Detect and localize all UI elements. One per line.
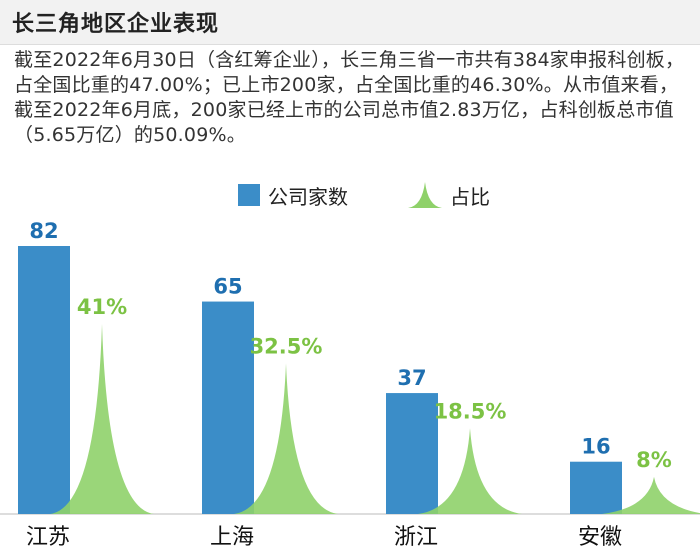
legend: 公司家数 占比 bbox=[238, 180, 490, 210]
company-count-bar bbox=[386, 393, 438, 514]
category-label: 江苏 bbox=[26, 525, 70, 550]
chart-title: 长三角地区企业表现 bbox=[12, 12, 220, 37]
legend-peak-swatch bbox=[408, 182, 442, 208]
company-count-label: 37 bbox=[397, 366, 426, 390]
category-label: 浙江 bbox=[394, 525, 438, 550]
company-count-bar bbox=[18, 246, 70, 514]
category-label: 安徽 bbox=[578, 525, 622, 550]
company-count-label: 65 bbox=[213, 275, 242, 299]
legend-bar-swatch bbox=[238, 184, 260, 206]
legend-share-label: 占比 bbox=[450, 184, 490, 209]
category-label: 上海 bbox=[210, 525, 254, 550]
title-bar: 长三角地区企业表现 bbox=[0, 0, 700, 45]
company-count-bar bbox=[570, 461, 622, 514]
share-label: 8% bbox=[636, 448, 672, 472]
share-peak bbox=[50, 324, 154, 514]
share-peak bbox=[602, 476, 700, 514]
company-count-label: 82 bbox=[29, 219, 58, 243]
company-count-label: 16 bbox=[581, 435, 610, 459]
legend-companies-label: 公司家数 bbox=[268, 184, 348, 209]
company-count-bar bbox=[202, 301, 254, 514]
share-label: 32.5% bbox=[250, 334, 323, 358]
share-label: 41% bbox=[77, 295, 127, 319]
summary-paragraph: 截至2022年6月30日（含红筹企业），长三角三省一市共有384家申报科创板，占… bbox=[14, 49, 685, 146]
share-label: 18.5% bbox=[434, 399, 507, 423]
share-peak bbox=[418, 428, 522, 514]
share-peak bbox=[234, 363, 338, 514]
chart-area: 82 41% 江苏 65 32.5% 上海 37 18.5% 浙江 16 8% 安徽 bbox=[0, 219, 700, 550]
